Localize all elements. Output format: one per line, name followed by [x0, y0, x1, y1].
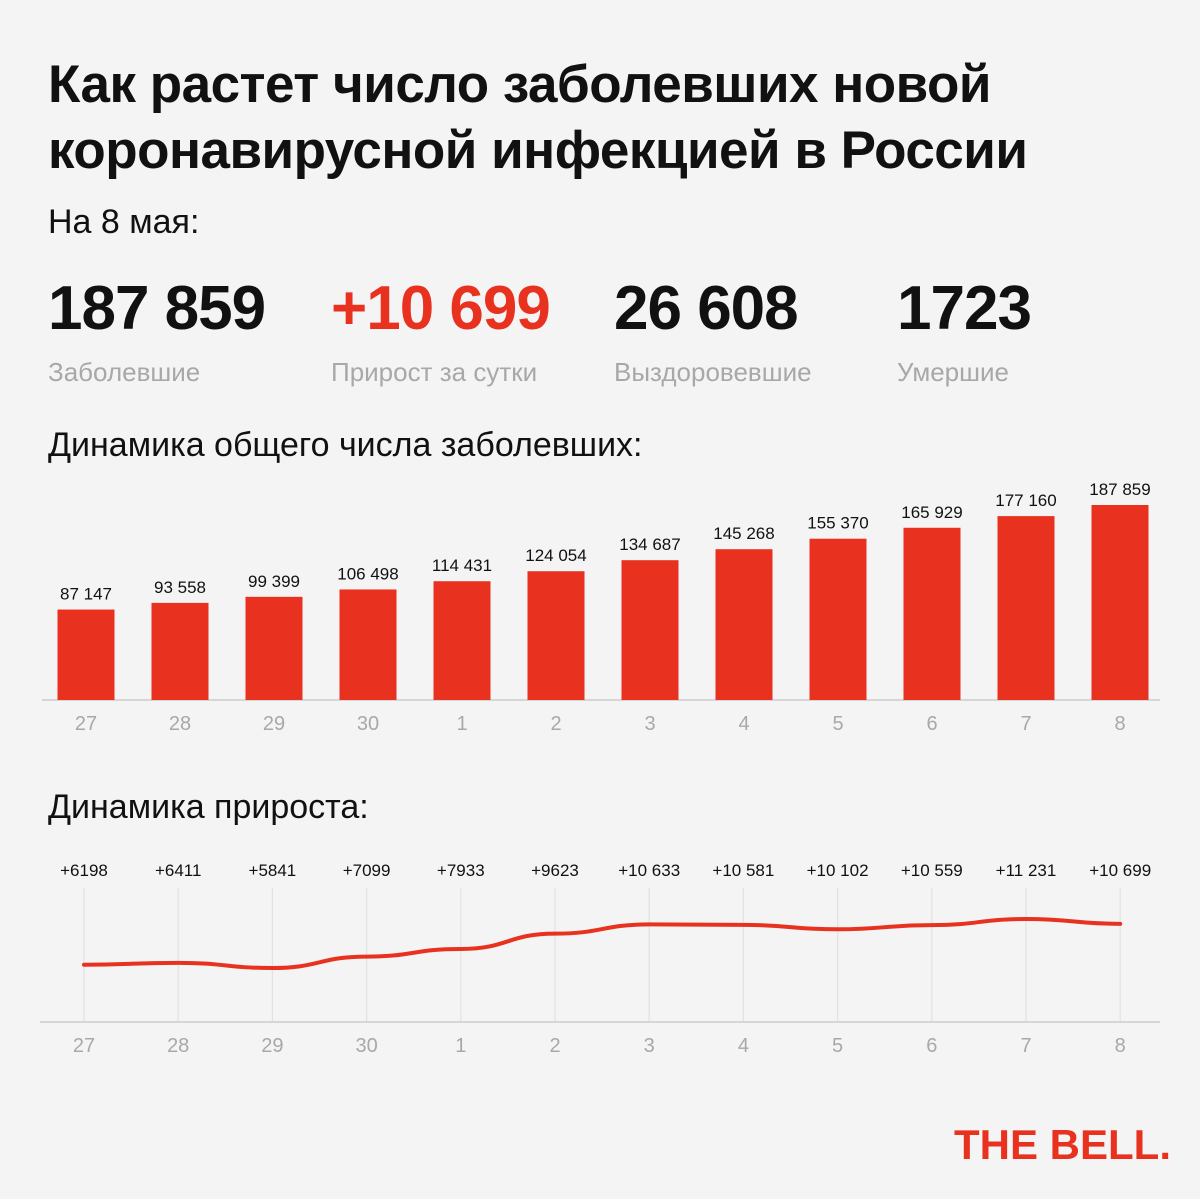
line-chart-title: Динамика прироста:	[48, 788, 369, 826]
bar-x-tick-3: 3	[644, 713, 655, 735]
stat-recovered-label: Выздоровевшие	[614, 357, 812, 387]
line-x-tick-2: 2	[549, 1035, 560, 1057]
line-value-label-28: +6411	[155, 861, 201, 880]
bar-value-label-2: 124 054	[525, 546, 586, 565]
bar-30	[339, 589, 397, 700]
page-title: Как растет число заболевших новой корона…	[48, 55, 1028, 180]
line-x-tick-8: 8	[1115, 1035, 1126, 1057]
bar-value-label-1: 114 431	[432, 556, 492, 575]
line-value-label-8: +10 699	[1089, 861, 1151, 880]
bar-5	[809, 538, 867, 700]
stat-deaths-label: Умершие	[897, 357, 1009, 387]
date-label: На 8 мая:	[48, 203, 200, 241]
bar-7	[997, 516, 1055, 700]
bar-value-label-27: 87 147	[60, 585, 112, 604]
bar-x-tick-2: 2	[550, 713, 561, 735]
bar-value-label-29: 99 399	[248, 572, 300, 591]
bar-27	[57, 609, 115, 700]
bar-value-label-30: 106 498	[337, 564, 398, 583]
bar-value-label-3: 134 687	[619, 535, 680, 554]
line-x-tick-30: 30	[355, 1035, 377, 1057]
bar-29	[245, 596, 303, 700]
bar-28	[151, 602, 209, 700]
bar-1	[433, 581, 491, 700]
bar-value-label-7: 177 160	[995, 491, 1056, 510]
line-x-tick-6: 6	[926, 1035, 937, 1057]
bar-x-tick-8: 8	[1114, 713, 1125, 735]
bar-x-tick-29: 29	[263, 713, 285, 735]
bar-x-tick-28: 28	[169, 713, 191, 735]
stat-infected-value: 187 859	[48, 274, 266, 343]
bar-x-tick-4: 4	[738, 713, 749, 735]
daily-growth-line-chart: +619827+641128+584129+709930+79331+96232…	[40, 861, 1160, 1057]
line-x-tick-7: 7	[1020, 1035, 1031, 1057]
bar-value-label-4: 145 268	[713, 524, 774, 543]
line-value-label-4: +10 581	[712, 861, 774, 880]
line-value-label-29: +5841	[249, 861, 297, 880]
line-value-label-5: +10 102	[807, 861, 869, 880]
line-value-label-2: +9623	[531, 861, 579, 880]
bar-x-tick-7: 7	[1020, 713, 1031, 735]
line-value-label-3: +10 633	[618, 861, 680, 880]
bar-chart-title: Динамика общего числа заболевших:	[48, 426, 643, 464]
line-x-tick-3: 3	[644, 1035, 655, 1057]
bar-value-label-6: 165 929	[901, 503, 962, 522]
bar-value-label-8: 187 859	[1089, 480, 1150, 499]
line-value-label-27: +6198	[60, 861, 108, 880]
bar-x-tick-27: 27	[75, 713, 97, 735]
stat-daily-growth-label: Прирост за сутки	[331, 357, 538, 387]
bar-value-label-5: 155 370	[807, 514, 868, 533]
bar-value-label-28: 93 558	[154, 578, 206, 597]
stat-deaths-value: 1723	[897, 274, 1032, 343]
the-bell-logo: THE BELL.	[954, 1121, 1171, 1168]
bar-8	[1091, 505, 1149, 700]
stat-infected: 187 859 Заболевшие	[48, 274, 266, 388]
bar-6	[903, 527, 961, 700]
line-x-tick-28: 28	[167, 1035, 189, 1057]
stat-recovered-value: 26 608	[614, 274, 799, 343]
stat-deaths: 1723 Умершие	[897, 274, 1032, 388]
line-x-tick-4: 4	[738, 1035, 749, 1057]
bar-x-tick-1: 1	[456, 713, 467, 735]
bar-x-tick-30: 30	[357, 713, 379, 735]
stat-infected-label: Заболевшие	[48, 357, 201, 387]
line-value-label-7: +11 231	[996, 861, 1057, 880]
line-value-label-30: +7099	[343, 861, 391, 880]
stat-daily-growth: +10 699 Прирост за сутки	[331, 274, 551, 388]
bar-3	[621, 560, 679, 700]
bar-x-tick-5: 5	[832, 713, 843, 735]
line-x-tick-29: 29	[261, 1035, 283, 1057]
line-value-label-6: +10 559	[901, 861, 963, 880]
line-value-label-1: +7933	[437, 861, 485, 880]
line-x-tick-27: 27	[73, 1035, 95, 1057]
line-x-tick-5: 5	[832, 1035, 843, 1057]
stat-daily-growth-value: +10 699	[331, 274, 551, 343]
bar-2	[527, 571, 585, 700]
stat-recovered: 26 608 Выздоровевшие	[614, 276, 812, 388]
bar-4	[715, 549, 773, 700]
daily-growth-series-line	[82, 916, 1123, 971]
line-x-tick-1: 1	[455, 1035, 466, 1057]
bar-x-tick-6: 6	[926, 713, 937, 735]
